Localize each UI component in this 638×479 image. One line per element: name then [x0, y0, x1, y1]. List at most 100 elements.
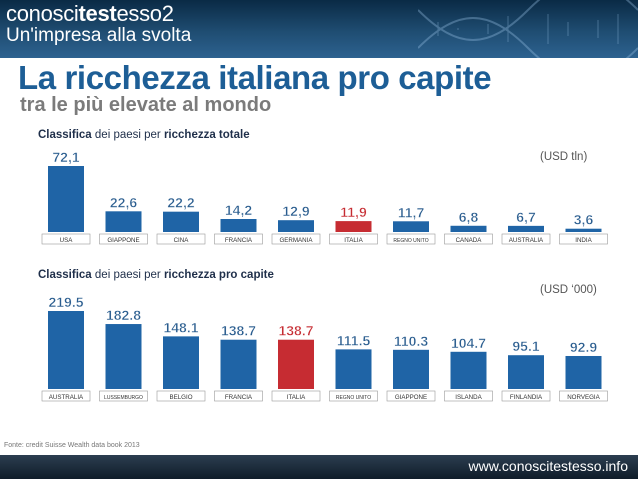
chart-total-bar	[508, 225, 544, 232]
chart-total-label: Classifica dei paesi per ricchezza total…	[38, 129, 250, 141]
chart-percapita-category-label: ISLANDA	[455, 394, 482, 401]
page-subtitle: tra le più elevate al mondo	[20, 94, 272, 116]
chart-percapita-category-label: FRANCIA	[225, 394, 253, 401]
chart-total-value-label: 6,7	[516, 209, 536, 225]
chart-total-value-label: 22,6	[110, 194, 137, 210]
chart-total-bar	[105, 211, 142, 232]
chart-total: 72,1 USA 22,6 GIAPPONE 22,2 CINA 14,2 FRANCIA 12…	[41, 149, 608, 245]
chart-percapita-value-label: 219.5	[48, 294, 83, 310]
chart-percapita-value-label: 182.8	[106, 307, 141, 323]
chart-total-label-mid: dei paesi per	[91, 129, 164, 141]
chart-percapita-value-label: 110.3	[394, 333, 428, 349]
chart-percapita-category-box	[559, 390, 608, 402]
chart-percapita-category-box	[41, 390, 91, 402]
chart-total-value-label: 22,2	[167, 195, 194, 211]
chart-percapita-unit: (USD ‘000)	[540, 284, 597, 296]
chart-total-category-box	[559, 233, 608, 245]
chart-total-value-label: 12,9	[282, 203, 309, 219]
chart-percapita-value-label: 138.7	[221, 323, 256, 339]
chart-total-bar	[335, 221, 372, 232]
chart-percapita-category-label: NORVEGIA	[567, 394, 600, 401]
chart-total-category-label: AUSTRALIA	[509, 237, 544, 244]
chart-total-bar	[163, 211, 199, 232]
chart-percapita-category-box	[329, 390, 378, 402]
chart-percapita-value-label: 111.5	[337, 332, 371, 348]
chart-total-category-box	[99, 233, 148, 245]
chart-percapita-category-box	[271, 390, 321, 402]
chart-percapita-value-label: 138.7	[278, 323, 313, 339]
chart-percapita-category-box	[444, 390, 493, 402]
chart-total-category-box	[386, 233, 436, 245]
chart-percapita-category-label: ITALIA	[287, 394, 306, 401]
page-title: La ricchezza italiana pro capite	[18, 59, 492, 96]
chart-total-category-label: USA	[60, 237, 74, 244]
chart-percapita-category-box	[214, 390, 263, 402]
chart-total-category-label: FRANCIA	[225, 237, 253, 244]
chart-percapita-bar	[48, 311, 84, 389]
chart-total-category-box	[444, 233, 493, 245]
chart-percapita-category-label: LUSSEMBURGO	[104, 395, 143, 401]
chart-percapita-category-label: GIAPPONE	[395, 394, 427, 401]
chart-percapita-bar	[565, 355, 602, 389]
chart-total-value-label: 72,1	[52, 149, 79, 165]
source-note: Fonte: credit Suisse Wealth data book 20…	[4, 442, 140, 449]
chart-percapita-category-box	[386, 390, 436, 402]
chart-percapita-value-label: 148.1	[163, 319, 198, 335]
chart-total-category-label: REGNO UNITO	[393, 238, 428, 244]
chart-total-category-box	[501, 233, 551, 245]
dna-helix-icon	[418, 0, 638, 58]
brand-logo: conoscitestesso2	[6, 2, 174, 26]
chart-percapita-label-bold2: ricchezza pro capite	[163, 269, 274, 281]
chart-total-bar	[393, 221, 429, 232]
chart-total-category-label: GERMANIA	[279, 237, 313, 244]
chart-total-category-label: GIAPPONE	[107, 237, 139, 244]
chart-percapita-bar	[335, 349, 372, 389]
chart-total-category-label: CINA	[174, 237, 190, 244]
chart-percapita: 219.5 AUSTRALIA 182.8 LUSSEMBURGO 148.1 BELGI…	[41, 294, 608, 402]
chart-percapita-bar	[278, 339, 314, 389]
chart-total-bar	[278, 220, 314, 232]
chart-percapita-category-label: AUSTRALIA	[49, 394, 84, 401]
chart-total-unit: (USD tln)	[540, 151, 588, 163]
chart-total-category-box	[271, 233, 321, 245]
chart-percapita-category-label: BELGIO	[169, 394, 192, 401]
chart-total-label-bold2: ricchezza totale	[163, 129, 250, 141]
chart-total-value-label: 3,6	[574, 212, 594, 228]
chart-percapita-bar	[220, 339, 257, 389]
brand-bold: test	[78, 1, 117, 26]
chart-total-category-label: CANADA	[456, 237, 483, 244]
chart-percapita-label-mid: dei paesi per	[91, 269, 164, 281]
chart-percapita-category-label: REGNO UNITO	[336, 395, 371, 401]
brand-tail: esso2	[116, 1, 174, 26]
chart-total-category-box	[329, 233, 378, 245]
header-banner: conoscitestesso2 Un'impresa alla svolta	[0, 0, 638, 58]
chart-total-bar	[565, 228, 602, 232]
chart-total-category-box	[41, 233, 91, 245]
footer-bar: www.conoscitestesso.info	[0, 455, 638, 479]
chart-total-category-box	[214, 233, 263, 245]
chart-total-bar	[450, 225, 487, 232]
chart-total-bar	[48, 166, 84, 232]
chart-percapita-bar	[508, 355, 544, 389]
chart-percapita-value-label: 95.1	[512, 338, 539, 354]
chart-percapita-value-label: 104.7	[451, 335, 486, 351]
chart-percapita-category-label: FINLANDIA	[510, 394, 543, 401]
chart-percapita-bar	[105, 324, 142, 389]
chart-total-value-label: 14,2	[225, 202, 252, 218]
tagline: Un'impresa alla svolta	[6, 25, 192, 46]
brand-plain: conosci	[6, 1, 79, 26]
chart-total-category-label: INDIA	[575, 237, 592, 244]
chart-total-category-box	[156, 233, 206, 245]
chart-percapita-bar	[163, 336, 199, 389]
chart-total-bar	[220, 219, 257, 232]
chart-percapita-label-bold1: Classifica	[38, 269, 92, 281]
chart-total-category-label: ITALIA	[344, 237, 363, 244]
footer-url: www.conoscitestesso.info	[468, 458, 628, 474]
chart-total-value-label: 11,9	[340, 204, 367, 220]
chart-percapita-category-box	[501, 390, 551, 402]
chart-percapita-bar	[393, 349, 429, 389]
chart-percapita-label: Classifica dei paesi per ricchezza pro c…	[38, 269, 274, 281]
chart-total-value-label: 11,7	[398, 204, 425, 220]
chart-percapita-category-box	[156, 390, 206, 402]
chart-total-value-label: 6,8	[459, 209, 479, 225]
